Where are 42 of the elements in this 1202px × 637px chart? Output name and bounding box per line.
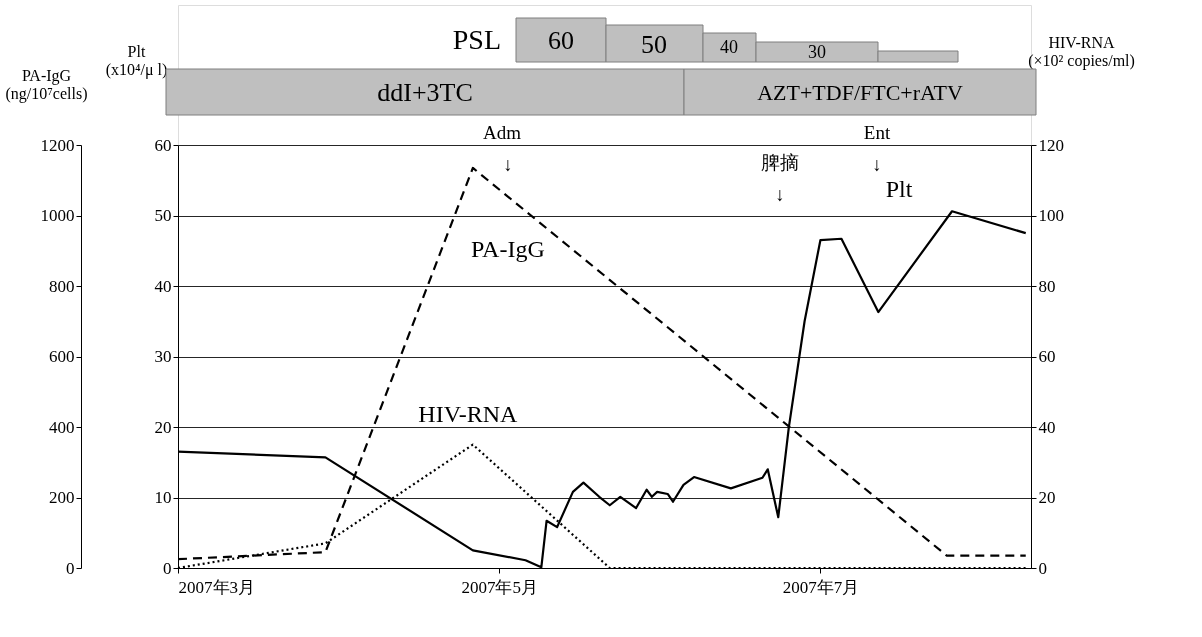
y2-tick-label: 100: [1038, 206, 1064, 225]
y3-tick-label: 50: [154, 206, 172, 225]
y2-tick-label: 0: [1038, 558, 1047, 578]
series-label: PA-IgG: [470, 235, 545, 262]
y3-tick-label: 10: [154, 488, 172, 507]
text: Adm: [483, 122, 522, 143]
y-tick-label: 200: [49, 488, 75, 507]
annotation: 脾摘: [761, 152, 799, 173]
x-tick-label: 2007年5月: [461, 577, 538, 597]
text: 30: [808, 42, 826, 62]
text: AZT+TDF/FTC+rATV: [757, 80, 963, 105]
y3-tick-label: 20: [154, 417, 172, 437]
y2-tick-label: 60: [1038, 347, 1056, 366]
y-tick-label: 0: [66, 558, 75, 578]
text: PSL: [452, 24, 501, 55]
series-label: Plt: [885, 176, 913, 203]
y3-tick-label: 60: [154, 135, 172, 155]
y-tick-label: 400: [49, 417, 75, 437]
text: 40: [720, 37, 738, 57]
y2-tick-label: 40: [1038, 417, 1056, 437]
text: 50: [641, 30, 667, 59]
y-tick-label: 800: [49, 276, 75, 296]
y-tick-label: 1200: [40, 135, 75, 155]
y3-tick-label: 0: [163, 558, 172, 578]
text: 60: [548, 26, 574, 55]
annotation: ↓: [503, 154, 513, 175]
y-axis-title: PA-IgG (ng/10⁷cells): [5, 66, 88, 103]
y2-tick-label: 80: [1038, 276, 1056, 296]
x-tick-label: 2007年7月: [782, 577, 860, 597]
series-label: HIV-RNA: [418, 400, 519, 427]
annotation: ↓: [872, 154, 882, 175]
x-tick-label: 2007年3月: [178, 577, 255, 597]
y-tick-label: 1000: [40, 206, 75, 225]
y3-tick-label: 40: [154, 276, 172, 296]
y-tick-label: 600: [49, 347, 75, 366]
text: Ent: [863, 122, 891, 143]
text: ddI+3TC: [377, 78, 473, 107]
y2-axis-title: HIV-RNA (×10² copies/ml): [1028, 33, 1135, 70]
y3-tick-label: 30: [154, 347, 172, 366]
annotation: ↓: [775, 184, 785, 205]
y2-tick-label: 120: [1038, 135, 1064, 155]
y2-tick-label: 20: [1038, 488, 1056, 507]
